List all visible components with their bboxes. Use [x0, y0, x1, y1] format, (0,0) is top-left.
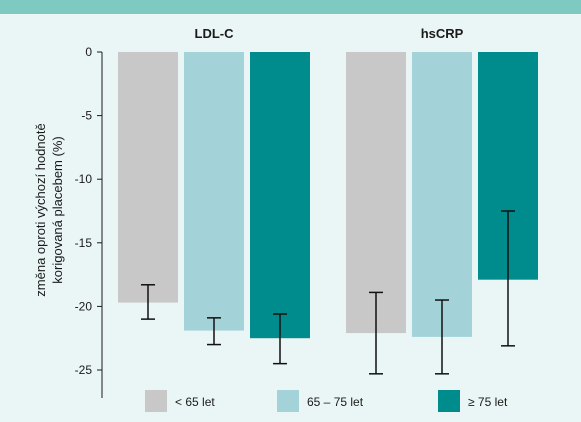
bar-ldlc-series-3 [250, 52, 310, 339]
bar-hscrp-series-1 [346, 52, 406, 334]
y-tick-label: -5 [81, 109, 92, 123]
y-tick-label: -15 [75, 236, 93, 250]
legend-label-1: < 65 let [175, 395, 215, 409]
group-label-ldlc: LDL-C [195, 26, 235, 41]
bar-ldlc-series-1 [118, 52, 178, 303]
bar-hscrp-series-2 [412, 52, 472, 337]
y-axis-label-line-1: změna oproti výchozí hodnotě [33, 123, 48, 296]
y-tick-label: -20 [75, 299, 93, 313]
top-color-band [0, 0, 581, 14]
y-tick-label: -10 [75, 172, 93, 186]
legend-label-3: ≥ 75 let [468, 395, 508, 409]
y-axis-label-line-2: korigovaná placebem (%) [50, 136, 65, 283]
bar-ldlc-series-2 [184, 52, 244, 331]
y-tick-label: 0 [85, 45, 92, 59]
y-tick-label: -25 [75, 363, 93, 377]
legend-swatch-1 [145, 390, 167, 412]
legend-swatch-3 [438, 390, 460, 412]
legend-label-2: 65 – 75 let [307, 395, 364, 409]
legend-swatch-2 [277, 390, 299, 412]
y-axis-label: změna oproti výchozí hodnotě korigovaná … [33, 123, 65, 296]
group-label-hscrp: hsCRP [421, 26, 464, 41]
